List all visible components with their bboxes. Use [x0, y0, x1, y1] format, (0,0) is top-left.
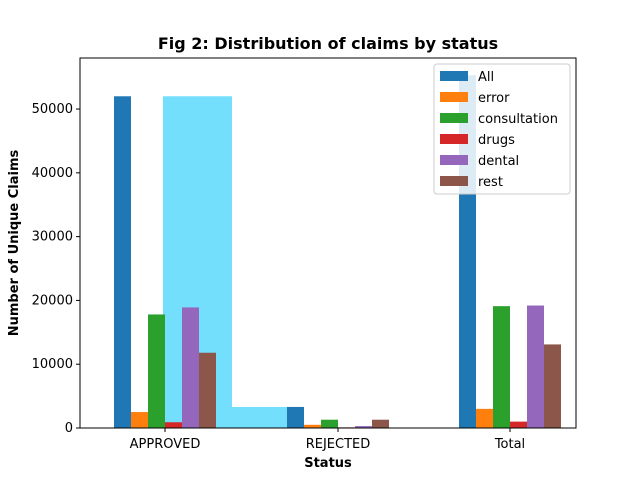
- x-tick-label: APPROVED: [130, 437, 201, 452]
- x-axis: APPROVED REJECTED Total: [130, 428, 525, 452]
- x-tick-label: Total: [494, 437, 525, 452]
- bar-consultation-total: [493, 306, 510, 428]
- bar-consultation-approved: [148, 314, 165, 428]
- legend-swatch-consultation: [440, 113, 468, 123]
- y-tick-label: 0: [65, 421, 73, 436]
- legend-swatch-drugs: [440, 134, 468, 144]
- y-tick-label: 40000: [32, 166, 73, 181]
- x-tick-label: REJECTED: [306, 437, 371, 452]
- bar-error-rejected: [304, 424, 321, 428]
- bar-drugs-approved: [165, 422, 182, 428]
- legend-label-rest: rest: [478, 175, 503, 190]
- y-tick-label: 50000: [32, 102, 73, 117]
- bar-series: [114, 75, 561, 429]
- y-tick-label: 10000: [32, 357, 73, 372]
- y-axis-label: Number of Unique Claims: [7, 149, 22, 336]
- x-axis-label: Status: [304, 456, 352, 471]
- y-tick-label: 20000: [32, 293, 73, 308]
- legend-swatch-error: [440, 92, 468, 102]
- legend-swatch-rest: [440, 176, 468, 186]
- bar-rest-approved: [199, 352, 216, 428]
- chart-title: Fig 2: Distribution of claims by status: [158, 34, 498, 53]
- y-axis: 0 10000 20000 30000 40000 50000: [32, 102, 80, 436]
- bar-All-approved: [114, 96, 131, 428]
- legend-label-drugs: drugs: [478, 133, 515, 148]
- bar-dental-approved: [182, 307, 199, 428]
- bar-error-approved: [131, 412, 148, 428]
- bar-rest-total: [544, 344, 561, 428]
- bar-rest-rejected: [372, 419, 389, 428]
- bar-All-rejected: [287, 406, 304, 428]
- bar-error-total: [476, 408, 493, 428]
- legend-label-error: error: [478, 91, 510, 106]
- legend-swatch-dental: [440, 155, 468, 165]
- bar-dental-rejected: [355, 426, 372, 428]
- overlay-bar-rejected: [227, 406, 288, 428]
- y-tick-label: 30000: [32, 230, 73, 245]
- legend: All error consultation drugs dental rest: [433, 63, 571, 195]
- legend-label-All: All: [478, 70, 494, 85]
- bar-dental-total: [527, 305, 544, 428]
- bar-drugs-total: [510, 421, 527, 428]
- bar-consultation-rejected: [321, 419, 338, 428]
- legend-swatch-All: [440, 71, 468, 81]
- overlay-bars: [163, 96, 288, 428]
- legend-label-dental: dental: [478, 154, 519, 169]
- legend-label-consultation: consultation: [478, 112, 558, 127]
- plot-frame: [79, 57, 577, 429]
